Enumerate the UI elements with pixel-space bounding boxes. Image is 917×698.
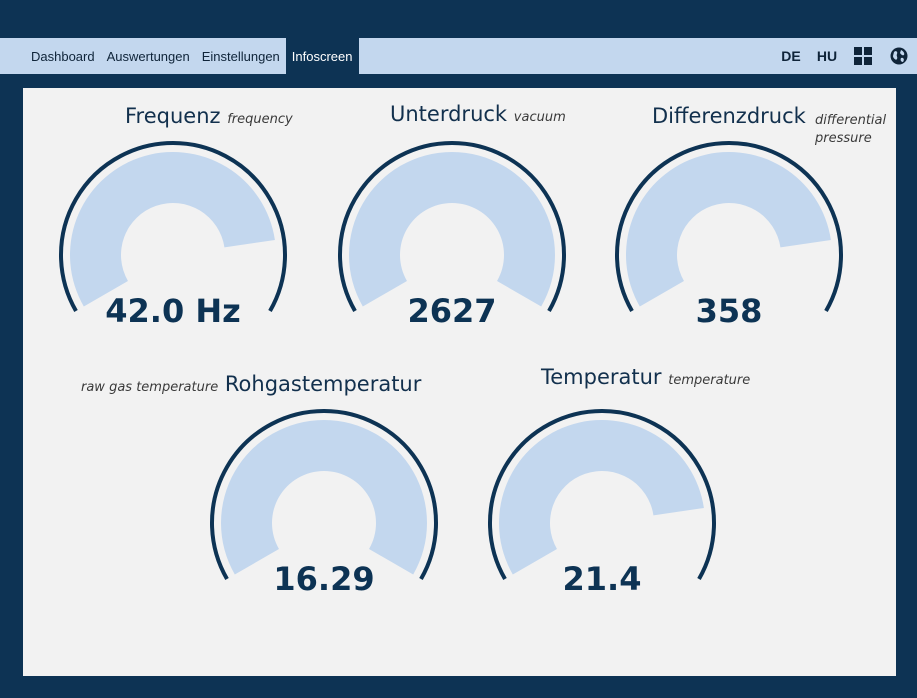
tab-auswertungen[interactable]: Auswertungen — [106, 48, 190, 64]
grid-view-button[interactable] — [845, 38, 881, 74]
gauge-temperatur-dial — [488, 409, 716, 580]
gauge-temperatur-outline — [488, 409, 716, 580]
gauge-differenzdruck-fill — [626, 152, 831, 307]
gauge-differenzdruck: 358 — [614, 141, 844, 342]
gauge-rohgas: 16.29 — [209, 409, 439, 610]
globe-button[interactable] — [881, 38, 917, 74]
nav-actions: DE HU — [773, 38, 917, 74]
gauge-frequenz-fill — [70, 152, 275, 307]
gauge-rohgas-value: 16.29 — [273, 560, 375, 598]
gauge-rohgas-outline — [210, 409, 438, 580]
gauge-rohgas-subtitle: raw gas temperature — [81, 380, 219, 395]
globe-icon — [890, 47, 908, 65]
gauge-rohgas-header: raw gas temperature Rohgastemperatur — [81, 372, 421, 396]
tab-einstellungen[interactable]: Einstellungen — [201, 48, 280, 64]
gauge-temperatur: 21.4 — [487, 409, 717, 610]
gauge-frequenz-subtitle: frequency — [227, 112, 293, 127]
gauge-temperatur-value: 21.4 — [562, 560, 642, 598]
gauge-rohgas-title: Rohgastemperatur — [224, 372, 422, 396]
gauge-unterdruck-header: Unterdruck vacuum — [390, 102, 566, 126]
nav-tabs: Dashboard Auswertungen Einstellungen Inf… — [25, 38, 359, 74]
navbar: Dashboard Auswertungen Einstellungen Inf… — [0, 38, 917, 74]
gauge-unterdruck: 2627 — [337, 141, 567, 342]
language-hu-button[interactable]: HU — [816, 48, 838, 64]
gauge-frequenz: 42.0 Hz — [58, 141, 288, 342]
gauge-differenzdruck-dial — [615, 141, 843, 312]
gauge-differenzdruck-subtitle: differential pressure — [815, 113, 887, 146]
gauge-temperatur-subtitle: temperature — [668, 373, 751, 388]
gauge-differenzdruck-header: Differenzdruck — [652, 104, 806, 128]
tab-infoscreen[interactable]: Infoscreen — [285, 38, 359, 74]
language-de-button[interactable]: DE — [781, 48, 801, 64]
tab-dashboard[interactable]: Dashboard — [31, 48, 95, 64]
gauge-unterdruck-value: 2627 — [407, 292, 497, 330]
gauge-frequenz-outline — [59, 141, 287, 312]
gauge-rohgas-fill — [221, 420, 427, 575]
gauge-differenzdruck-value: 358 — [695, 292, 763, 330]
gauge-differenzdruck-title: Differenzdruck — [652, 104, 806, 128]
gauge-temperatur-header: Temperatur temperature — [541, 365, 750, 389]
gauge-rohgas-dial — [210, 409, 438, 580]
top-bar — [0, 0, 917, 38]
gauge-unterdruck-subtitle: vacuum — [513, 110, 566, 125]
gauge-frequenz-title: Frequenz — [125, 104, 221, 128]
gauge-temperatur-fill — [499, 420, 704, 575]
gauge-unterdruck-outline — [338, 141, 566, 312]
gauge-differenzdruck-outline — [615, 141, 843, 312]
gauge-unterdruck-dial — [338, 141, 566, 312]
gauge-frequenz-value: 42.0 Hz — [105, 292, 241, 330]
gauge-frequenz-header: Frequenz frequency — [125, 104, 293, 128]
gauge-unterdruck-fill — [349, 152, 555, 307]
gauge-frequenz-dial — [59, 141, 287, 312]
infoscreen-panel: Frequenz frequency 42.0 Hz Unterdruck va… — [23, 88, 896, 676]
grid-icon — [854, 47, 872, 65]
gauge-temperatur-title: Temperatur — [541, 365, 662, 389]
gauge-unterdruck-title: Unterdruck — [390, 102, 508, 126]
